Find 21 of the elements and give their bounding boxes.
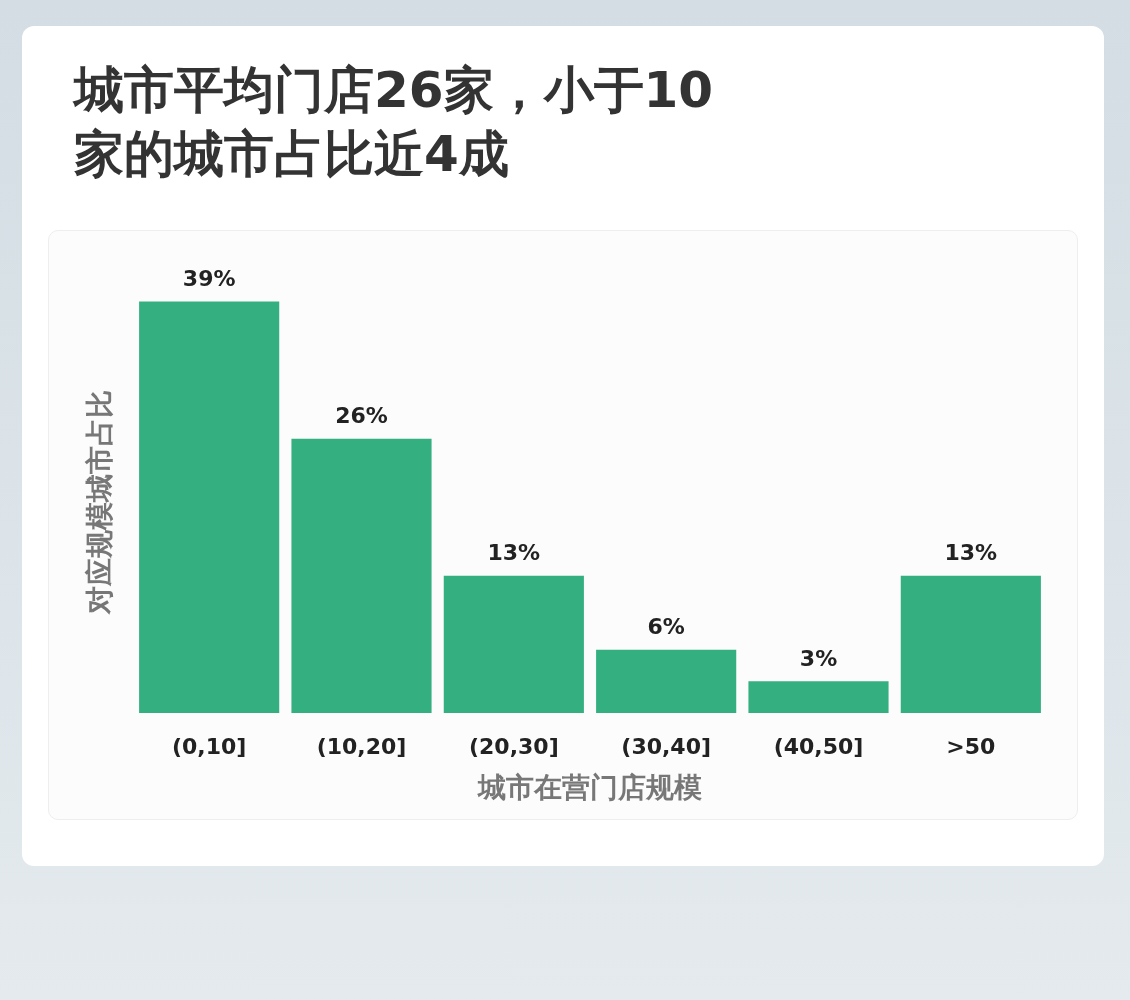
data-label: 6% — [647, 614, 685, 640]
x-tick-label: (0,10] — [171, 733, 247, 759]
data-label: 26% — [335, 403, 388, 429]
bar — [900, 575, 1041, 713]
data-label: 39% — [182, 266, 236, 292]
bar — [596, 649, 737, 713]
x-tick-label: (20,30] — [468, 733, 559, 759]
x-tick-label: (10,20] — [316, 733, 407, 759]
data-label: 13% — [487, 540, 541, 566]
y-axis-title: 对应规模城市占比 — [82, 390, 116, 615]
x-tick-label: (30,40] — [621, 733, 712, 759]
x-tick-label: >50 — [946, 733, 996, 759]
bar — [139, 301, 280, 713]
data-label: 3% — [799, 645, 838, 671]
bar — [443, 575, 584, 713]
bar — [748, 681, 889, 713]
bar — [291, 438, 432, 713]
data-label: 13% — [944, 540, 998, 566]
x-axis-title: 城市在营门店规模 — [477, 770, 702, 804]
chart-title: 城市平均门店26家，小于10家的城市占比近4成 — [74, 60, 715, 185]
x-tick-label: (40,50] — [773, 733, 864, 759]
